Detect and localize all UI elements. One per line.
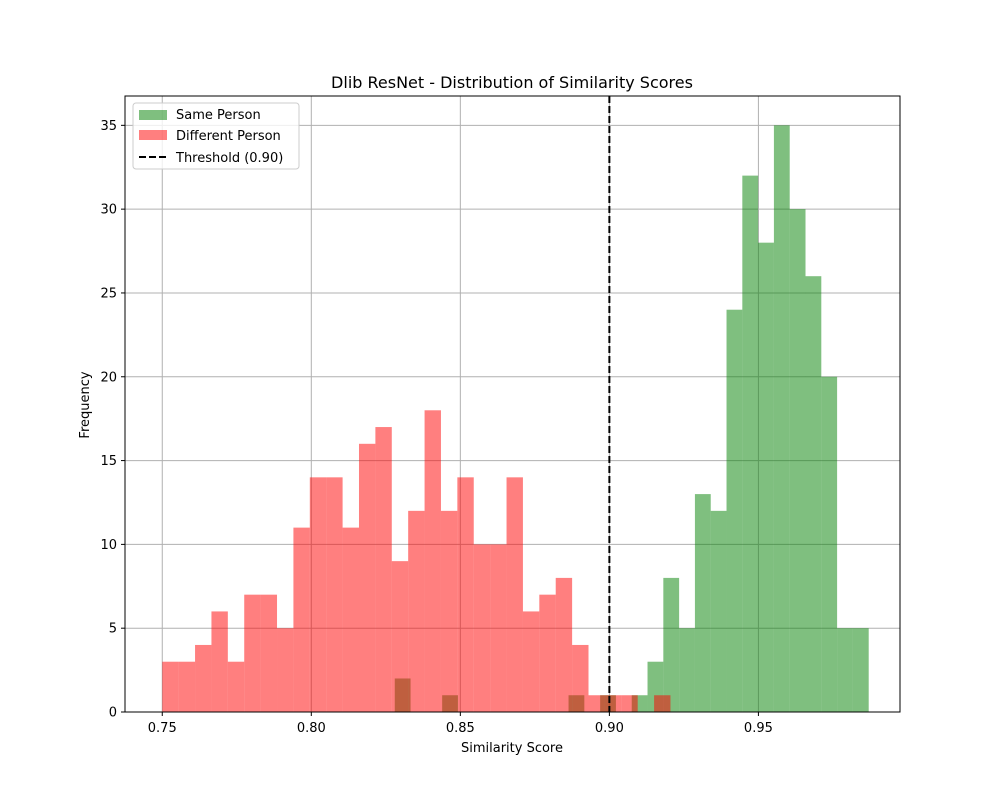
x-tick-label: 0.85 xyxy=(446,721,475,736)
bar-different-person xyxy=(244,594,261,712)
bar-different-person xyxy=(277,628,294,712)
bar-same-person xyxy=(821,376,838,712)
bar-same-person xyxy=(789,209,806,712)
bar-different-person xyxy=(358,443,376,712)
y-tick-label: 5 xyxy=(109,622,117,637)
y-tick-label: 35 xyxy=(100,119,117,134)
bar-same-person xyxy=(726,309,743,712)
bar-different-person xyxy=(309,477,327,712)
bar-different-person xyxy=(572,644,589,712)
chart-title: Dlib ResNet - Distribution of Similarity… xyxy=(331,73,693,92)
bar-different-person xyxy=(539,594,556,712)
bar-different-person xyxy=(375,427,392,712)
y-axis-label: Frequency xyxy=(78,371,93,438)
bar-different-person xyxy=(555,577,573,712)
x-tick-label: 0.75 xyxy=(148,721,177,736)
bar-different-person xyxy=(162,661,179,712)
legend-label-same-person: Same Person xyxy=(176,108,261,123)
bar-same-person xyxy=(837,628,853,712)
bar-different-person xyxy=(195,644,212,712)
x-axis-ticks: 0.75 0.80 0.85 0.90 0.95 xyxy=(148,712,773,736)
bar-different-person xyxy=(473,544,491,712)
bar-same-person xyxy=(852,628,869,712)
histogram-bars xyxy=(162,125,869,713)
y-tick-label: 0 xyxy=(109,706,117,721)
legend-label-different-person: Different Person xyxy=(176,129,281,144)
legend-swatch-different-person xyxy=(139,130,167,140)
plot-frame xyxy=(124,95,901,713)
y-tick-label: 10 xyxy=(100,538,117,553)
bar-same-person xyxy=(710,510,727,712)
plot-area xyxy=(124,95,901,713)
bar-different-person xyxy=(604,695,622,712)
bar-different-person xyxy=(654,695,671,712)
bar-same-person xyxy=(663,577,680,712)
bar-different-person xyxy=(440,510,458,712)
x-tick-label: 0.95 xyxy=(744,721,773,736)
bar-different-person xyxy=(293,527,310,712)
legend-box xyxy=(132,102,300,170)
y-axis-ticks: 0 5 10 15 20 25 30 35 xyxy=(100,119,125,721)
bar-different-person xyxy=(490,544,507,712)
bar-different-person xyxy=(227,661,245,712)
bar-different-person xyxy=(178,661,196,712)
bar-same-person xyxy=(805,276,822,712)
bar-different-person xyxy=(260,594,278,712)
x-axis-label: Similarity Score xyxy=(461,741,563,756)
y-tick-label: 25 xyxy=(100,286,117,301)
bar-same-person xyxy=(679,628,695,712)
bar-different-person xyxy=(342,527,359,712)
bar-different-person xyxy=(506,477,523,712)
bar-same-person xyxy=(694,494,711,712)
bar-different-person xyxy=(621,695,638,712)
legend: Same Person Different Person Threshold (… xyxy=(132,102,300,170)
bar-different-person xyxy=(326,477,343,712)
x-tick-label: 0.90 xyxy=(595,721,624,736)
bar-different-person xyxy=(588,695,605,712)
bar-different-person xyxy=(424,410,441,712)
bar-same-person xyxy=(773,125,790,713)
x-tick-label: 0.80 xyxy=(297,721,326,736)
y-tick-label: 15 xyxy=(100,454,117,469)
bar-same-person xyxy=(742,175,759,713)
bar-different-person xyxy=(211,611,228,712)
y-tick-label: 20 xyxy=(100,370,117,385)
bar-different-person xyxy=(522,611,540,712)
legend-swatch-same-person xyxy=(139,110,167,120)
bar-same-person xyxy=(758,242,774,712)
y-tick-label: 30 xyxy=(100,203,117,218)
bar-different-person xyxy=(408,510,425,712)
bar-different-person xyxy=(391,561,409,712)
legend-label-threshold: Threshold (0.90) xyxy=(175,151,283,166)
bar-different-person xyxy=(457,477,474,712)
